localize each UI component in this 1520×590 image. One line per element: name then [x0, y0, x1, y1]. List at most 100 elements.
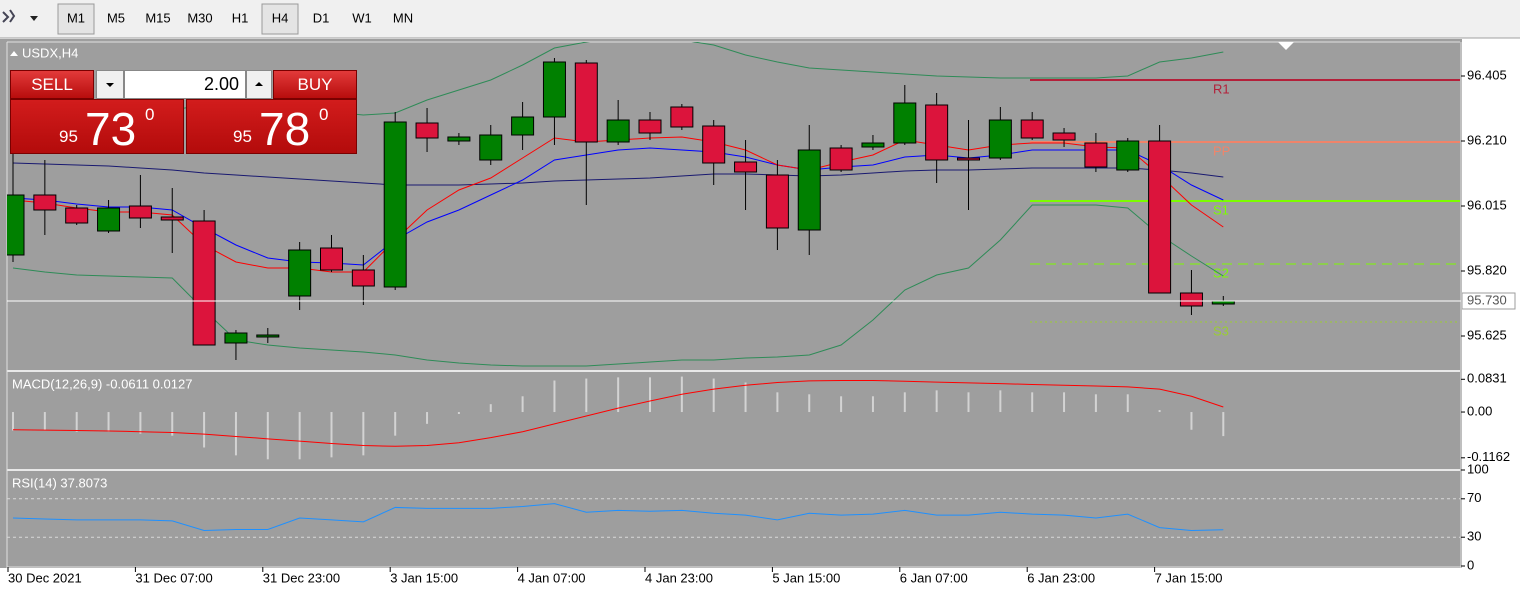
candle-body: [1116, 140, 1140, 171]
x-tick-label: 4 Jan 07:00: [518, 570, 586, 585]
x-tick-label: 6 Jan 07:00: [900, 570, 968, 585]
y-tick-label: 96.405: [1467, 67, 1507, 82]
y-tick-label: 95.625: [1467, 327, 1507, 342]
x-tick-label: 30 Dec 2021: [8, 570, 82, 585]
candle-body: [511, 116, 535, 136]
lot-down-button[interactable]: [96, 70, 124, 99]
timeframe-button[interactable]: H4: [261, 3, 299, 35]
candle-body: [97, 207, 121, 232]
timeframe-button[interactable]: H1: [232, 10, 249, 25]
y-tick-label: 30: [1467, 529, 1481, 544]
collapse-icon[interactable]: [10, 51, 18, 56]
buy-button[interactable]: BUY: [273, 70, 357, 99]
candle-body: [893, 102, 917, 144]
timeframe-button[interactable]: M30: [187, 10, 212, 25]
candle-body: [415, 122, 439, 139]
candle-body: [224, 332, 248, 344]
candle-body: [957, 157, 980, 161]
candle-body: [479, 134, 503, 161]
x-tick-label: 31 Dec 07:00: [135, 570, 212, 585]
timeframe-label: D1: [313, 10, 330, 25]
candle-body: [1052, 132, 1076, 141]
candle-body: [734, 161, 758, 173]
indicator-line: [12, 162, 1224, 186]
x-tick-label: 5 Jan 15:00: [772, 570, 840, 585]
timeframe-button[interactable]: W1: [352, 10, 372, 25]
price-prefix: 95: [233, 127, 252, 146]
candle-body: [670, 106, 694, 128]
pivot-label: S3: [1213, 323, 1229, 338]
lot-up-button[interactable]: [246, 70, 272, 99]
price-pips: 78: [259, 103, 311, 155]
candle-body: [351, 269, 375, 287]
chart-title: USDX,H4: [22, 45, 78, 60]
candle-body: [1179, 292, 1203, 307]
timeframe-button[interactable]: D1: [313, 10, 330, 25]
y-tick-label: -0.1162: [1467, 449, 1510, 464]
y-tick-label: 95.820: [1467, 262, 1507, 277]
candle-body: [192, 220, 216, 346]
x-tick-label: 7 Jan 15:00: [1155, 570, 1223, 585]
current-price-label: 95.730: [1467, 292, 1507, 307]
timeframe-button[interactable]: M15: [145, 10, 170, 25]
pivot-label: S2: [1213, 265, 1229, 280]
candle-body: [65, 207, 89, 224]
x-tick-label: 4 Jan 23:00: [645, 570, 713, 585]
candle-body: [925, 104, 949, 161]
y-tick-label: 0.0831: [1467, 371, 1507, 386]
y-tick-label: 96.210: [1467, 132, 1507, 147]
toolbar: [0, 0, 1520, 38]
timeframe-label: H4: [272, 10, 289, 25]
timeframe-label: W1: [352, 10, 372, 25]
timeframe-label: M5: [107, 10, 125, 25]
x-tick-label: 3 Jan 15:00: [390, 570, 458, 585]
price-prefix: 95: [59, 127, 78, 146]
candle-body: [702, 125, 726, 164]
sell-price[interactable]: 95 73 0: [10, 99, 184, 155]
candle-body: [7, 194, 25, 256]
button-pressed: [57, 3, 95, 35]
candle-body: [797, 149, 821, 231]
indicator-line: [12, 380, 1224, 447]
timeframe-label: MN: [393, 10, 413, 25]
timeframe-button[interactable]: MN: [393, 10, 413, 25]
candle-body: [320, 247, 343, 271]
y-tick-label: 96.015: [1467, 197, 1507, 212]
candle-body: [829, 147, 853, 171]
timeframe-button[interactable]: M1: [57, 3, 95, 35]
pivot-label: R1: [1213, 81, 1230, 96]
x-tick-label: 6 Jan 23:00: [1027, 570, 1095, 585]
price-fraction: 0: [145, 105, 155, 124]
y-tick-label: 100: [1467, 461, 1489, 476]
price-pips: 73: [85, 103, 137, 155]
y-tick-label: 70: [1467, 490, 1481, 505]
time-axis: [0, 568, 1520, 590]
timeframe-label: M30: [187, 10, 212, 25]
chart-tool-icon[interactable]: [2, 9, 38, 23]
indicator-title: RSI(14) 37.8073: [12, 475, 107, 490]
timeframe-button[interactable]: M5: [107, 10, 125, 25]
price-fraction: 0: [319, 105, 329, 124]
candle-body: [1148, 140, 1172, 294]
lot-input[interactable]: 2.00: [124, 70, 246, 99]
candle-body: [988, 119, 1012, 159]
arrow-icon: [106, 83, 114, 87]
candle-body: [33, 194, 57, 211]
candle-body: [1084, 142, 1108, 168]
x-tick-label: 31 Dec 23:00: [263, 570, 340, 585]
candle-body: [574, 62, 598, 143]
candle-body: [447, 136, 471, 142]
candle-body: [765, 174, 789, 229]
candle-body: [160, 216, 184, 221]
sell-button[interactable]: SELL: [10, 70, 94, 99]
candle-body: [638, 119, 662, 134]
candle-body: [542, 61, 566, 118]
current-price-box: [1461, 292, 1516, 310]
timeframe-label: M1: [67, 10, 85, 25]
buy-price[interactable]: 95 78 0: [186, 99, 357, 155]
arrow-icon: [255, 82, 263, 86]
chart-shift-marker: [1278, 42, 1294, 50]
candle-body: [861, 142, 885, 148]
